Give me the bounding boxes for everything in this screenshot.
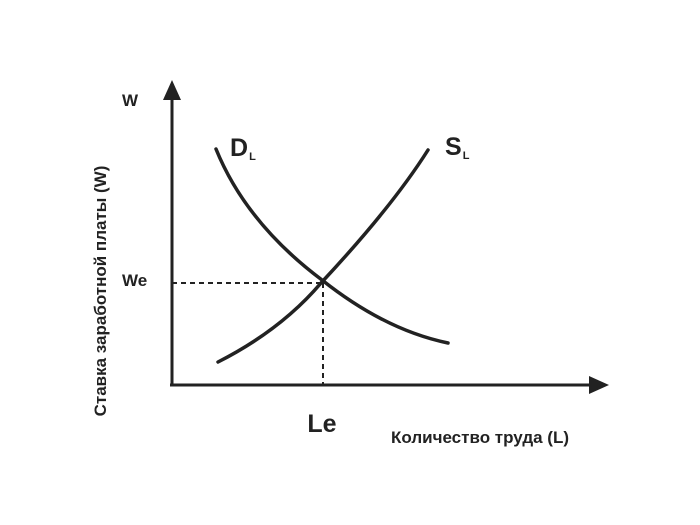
demand-curve-label: DL xyxy=(230,134,256,163)
demand-curve xyxy=(214,147,450,345)
supply-curve-label: SL xyxy=(445,133,470,162)
y-axis-symbol: W xyxy=(122,91,139,110)
y-axis-title: Ставка заработной платы (W) xyxy=(91,166,110,417)
supply-label-main: S xyxy=(445,133,462,161)
supply-curve xyxy=(216,148,430,364)
x-axis-arrowhead xyxy=(589,376,609,394)
demand-label-main: D xyxy=(230,134,248,162)
equilibrium-labor-label: Le xyxy=(307,410,336,438)
supply-label-subscript: L xyxy=(463,150,470,162)
demand-label-subscript: L xyxy=(249,151,256,163)
y-axis-arrowhead xyxy=(163,80,181,100)
equilibrium-wage-label: We xyxy=(122,271,147,290)
x-axis-title: Количество труда (L) xyxy=(391,428,569,447)
